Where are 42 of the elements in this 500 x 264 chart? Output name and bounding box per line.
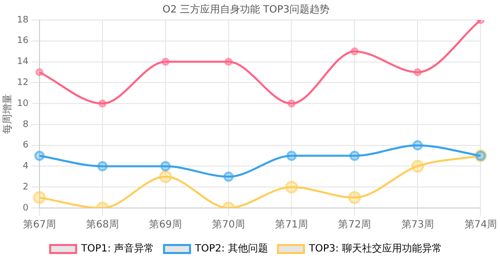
y-tick-label: 2	[22, 182, 28, 192]
point	[97, 161, 108, 172]
legend-label: TOP2: 其他问题	[194, 242, 268, 255]
legend-label: TOP3: 聊天社交应用功能异常	[308, 242, 442, 255]
point	[288, 100, 296, 108]
y-tick-label: 16	[17, 36, 29, 46]
point	[33, 191, 46, 204]
x-tick-label: 第72周	[338, 218, 371, 231]
y-tick-label: 14	[17, 57, 29, 68]
x-tick-label: 第67周	[23, 218, 56, 231]
point	[34, 150, 45, 161]
y-tick-label: 0	[22, 203, 29, 214]
x-tick-label: 第73周	[401, 218, 434, 231]
x-tick-label: 第71周	[275, 218, 308, 231]
point	[348, 191, 361, 204]
x-tick-label: 第70周	[212, 218, 245, 231]
point	[412, 140, 423, 151]
x-tick-label: 第69周	[149, 218, 182, 231]
point	[98, 100, 106, 108]
y-axis-title: 每周增量	[2, 94, 14, 134]
point	[350, 47, 359, 56]
point	[159, 170, 172, 184]
y-tick-label: 4	[22, 162, 29, 172]
point	[224, 58, 233, 66]
point	[35, 68, 44, 76]
point	[223, 171, 234, 182]
y-tick-label: 18	[17, 15, 29, 26]
point	[285, 180, 298, 194]
y-tick-label: 8	[22, 120, 29, 130]
y-tick-label: 10	[17, 98, 29, 109]
point	[414, 68, 422, 76]
point	[411, 160, 424, 173]
y-tick-label: 12	[17, 78, 28, 88]
point	[162, 58, 170, 66]
legend-label: TOP1: 声音异常	[80, 242, 154, 255]
point	[160, 161, 171, 172]
x-tick-label: 第74周	[464, 218, 498, 231]
point	[286, 150, 297, 161]
x-tick-label: 第68周	[86, 218, 119, 231]
y-tick-label: 6	[22, 140, 29, 151]
chart-title: O2 三方应用自身功能 TOP3问题趋势	[162, 4, 330, 16]
point	[349, 150, 360, 161]
